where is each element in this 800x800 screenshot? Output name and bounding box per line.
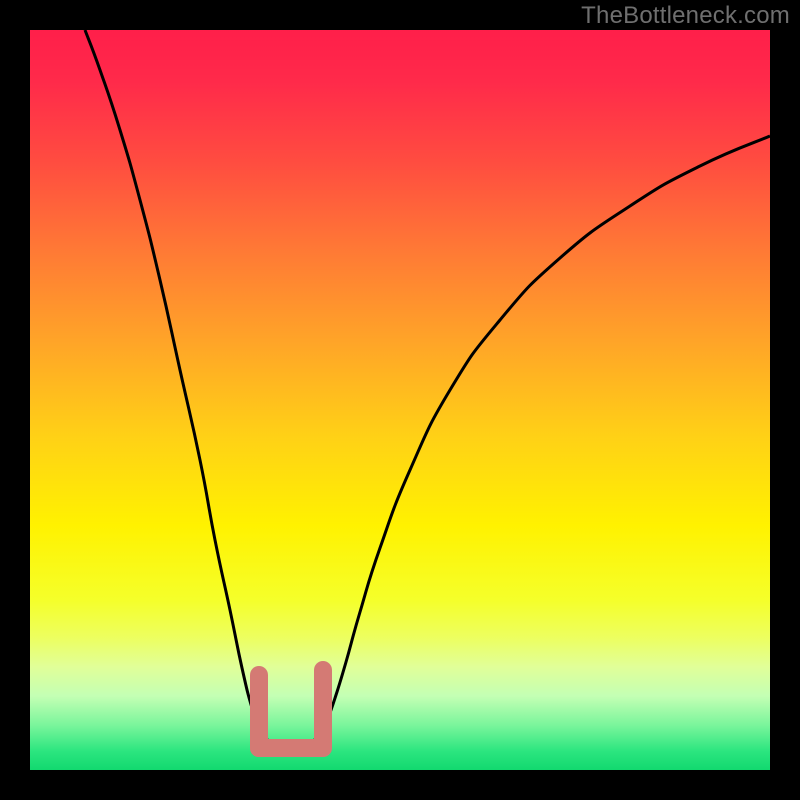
watermark-text: TheBottleneck.com [581, 2, 790, 30]
bottleneck-chart [0, 0, 800, 800]
plot-background [30, 30, 770, 770]
